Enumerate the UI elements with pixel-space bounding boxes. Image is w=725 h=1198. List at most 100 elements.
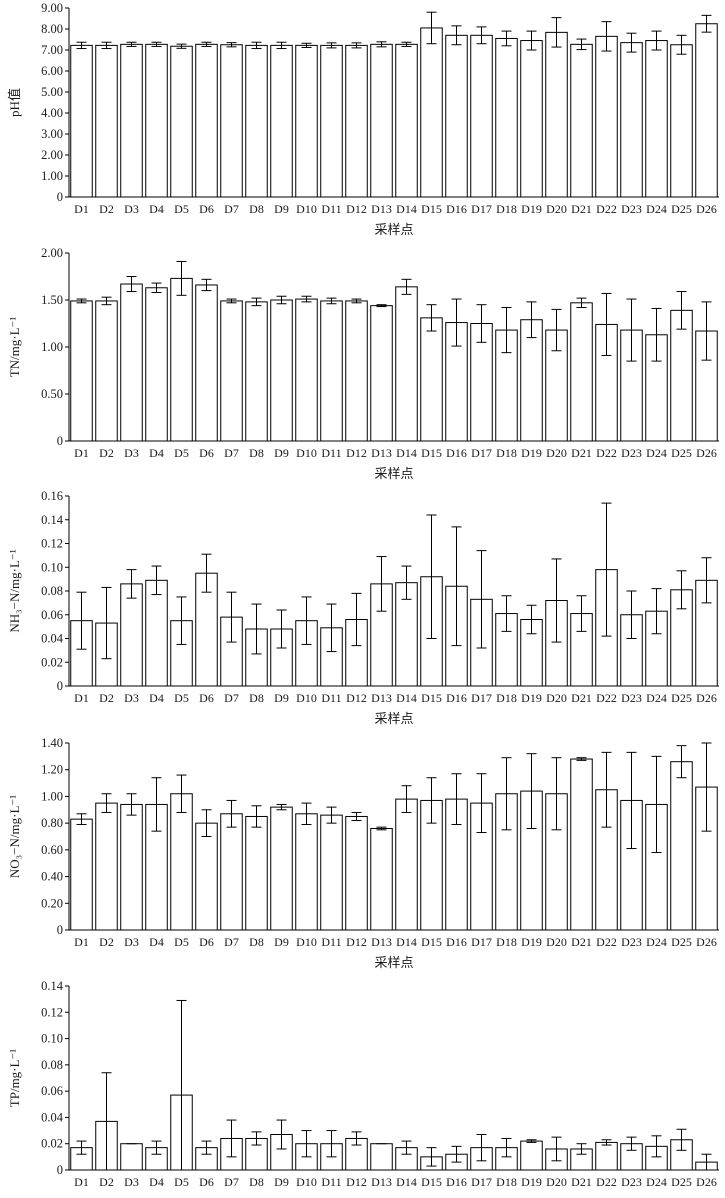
x-tick-label: D26 bbox=[696, 691, 717, 705]
error-bar-D23 bbox=[626, 590, 637, 639]
y-tick-label: 1.20 bbox=[41, 763, 63, 777]
error-bar-D1 bbox=[76, 1140, 87, 1155]
bar-D25 bbox=[670, 761, 693, 931]
x-tick-label: D14 bbox=[396, 1175, 417, 1189]
bar-D10 bbox=[295, 813, 318, 931]
x-tick-label: D24 bbox=[646, 446, 667, 460]
x-tick-label: D17 bbox=[471, 935, 492, 949]
x-tick-label: D1 bbox=[74, 202, 89, 216]
x-tick-label: D15 bbox=[421, 691, 442, 705]
bar-D5 bbox=[170, 793, 193, 931]
bar-D17 bbox=[470, 34, 493, 198]
bar-D6 bbox=[195, 43, 218, 198]
x-tick-label: D26 bbox=[696, 935, 717, 949]
bar-D9 bbox=[270, 44, 293, 198]
x-tick-label: D1 bbox=[74, 1175, 89, 1189]
bar-D19 bbox=[520, 1140, 543, 1171]
bar-D11 bbox=[320, 44, 343, 198]
error-bar-D23 bbox=[626, 298, 637, 362]
bar-D9 bbox=[270, 299, 293, 442]
x-tick-label: D8 bbox=[249, 691, 264, 705]
x-tick-label: D4 bbox=[149, 691, 164, 705]
error-bar-D15 bbox=[426, 777, 437, 824]
bar-D15 bbox=[420, 27, 443, 198]
error-bar-D18 bbox=[501, 307, 512, 354]
x-tick-label: D10 bbox=[296, 691, 317, 705]
error-bar-D15 bbox=[426, 1147, 437, 1167]
y-tick-label: 0.02 bbox=[41, 655, 63, 669]
error-bar-D12 bbox=[351, 298, 362, 304]
error-bar-D6 bbox=[201, 41, 212, 47]
x-tick-label: D13 bbox=[371, 691, 392, 705]
error-bar-D20 bbox=[551, 1136, 562, 1162]
x-tick-label: D26 bbox=[696, 1175, 717, 1189]
bar-D3 bbox=[120, 803, 143, 931]
x-tick-label: D16 bbox=[446, 935, 467, 949]
error-bar-D17 bbox=[476, 550, 487, 649]
x-tick-label: D14 bbox=[396, 202, 417, 216]
error-bar-D14 bbox=[401, 41, 412, 47]
error-bar-D25 bbox=[676, 745, 687, 779]
x-tick-label: D24 bbox=[646, 202, 667, 216]
error-bar-D21 bbox=[576, 757, 587, 761]
x-tick-label: D7 bbox=[224, 935, 239, 949]
error-bar-D17 bbox=[476, 26, 487, 45]
x-tick-label: D13 bbox=[371, 446, 392, 460]
bar-D12 bbox=[345, 815, 368, 931]
x-tick-label: D12 bbox=[346, 1175, 367, 1189]
x-tick-label: D6 bbox=[199, 1175, 214, 1189]
error-bar-D13 bbox=[376, 41, 387, 48]
x-tick-label: D19 bbox=[521, 202, 542, 216]
error-bar-D11 bbox=[326, 603, 337, 653]
error-bar-D19 bbox=[526, 30, 537, 51]
error-bar-D5 bbox=[176, 596, 187, 645]
x-tick-label: D19 bbox=[521, 1175, 542, 1189]
error-bar-D15 bbox=[426, 11, 437, 45]
bar-D12 bbox=[345, 300, 368, 442]
error-bar-D16 bbox=[451, 526, 462, 647]
bar-D13 bbox=[370, 1143, 393, 1171]
x-tick-label: D25 bbox=[671, 935, 692, 949]
y-tick-label: 0 bbox=[57, 679, 63, 693]
bar-D13 bbox=[370, 43, 393, 198]
error-bar-D18 bbox=[501, 30, 512, 47]
error-bar-D20 bbox=[551, 558, 562, 643]
error-bar-D14 bbox=[401, 785, 412, 813]
x-tick-label: D2 bbox=[99, 1175, 114, 1189]
bar-D22 bbox=[595, 35, 618, 198]
y-tick-label: 1.50 bbox=[41, 293, 63, 307]
x-tick-label: D11 bbox=[321, 446, 341, 460]
x-tick-label: D18 bbox=[496, 691, 517, 705]
x-tick-label: D18 bbox=[496, 935, 517, 949]
y-tick-label: 0.14 bbox=[41, 979, 64, 993]
error-bar-D13 bbox=[376, 304, 387, 308]
error-bar-D18 bbox=[501, 757, 512, 831]
error-bar-D6 bbox=[201, 809, 212, 837]
x-tick-label: D11 bbox=[321, 202, 341, 216]
x-tick-label: D12 bbox=[346, 202, 367, 216]
error-bar-D24 bbox=[651, 30, 662, 51]
x-tick-label: D10 bbox=[296, 935, 317, 949]
x-tick-label: D18 bbox=[496, 1175, 517, 1189]
error-bar-D10 bbox=[301, 596, 312, 645]
x-tick-label: D4 bbox=[149, 446, 164, 460]
x-tick-label: D24 bbox=[646, 691, 667, 705]
bar-D21 bbox=[570, 302, 593, 442]
x-tick-label: D16 bbox=[446, 446, 467, 460]
error-bar-D9 bbox=[276, 609, 287, 649]
bar-D3 bbox=[120, 1143, 143, 1171]
error-bar-D21 bbox=[576, 595, 587, 632]
y-tick-label: 0 bbox=[57, 190, 63, 204]
error-bar-D16 bbox=[451, 773, 462, 825]
error-bar-D24 bbox=[651, 588, 662, 635]
error-bar-D10 bbox=[301, 802, 312, 825]
y-tick-label: 1.00 bbox=[41, 789, 63, 803]
error-bar-D17 bbox=[476, 773, 487, 833]
y-tick-label: 2.00 bbox=[41, 246, 63, 260]
x-tick-label: D5 bbox=[174, 691, 189, 705]
x-tick-label: D2 bbox=[99, 691, 114, 705]
x-tick-label: D25 bbox=[671, 202, 692, 216]
y-tick-label: 0.06 bbox=[41, 1084, 63, 1098]
bar-D7 bbox=[220, 813, 243, 931]
bar-D14 bbox=[395, 286, 418, 442]
